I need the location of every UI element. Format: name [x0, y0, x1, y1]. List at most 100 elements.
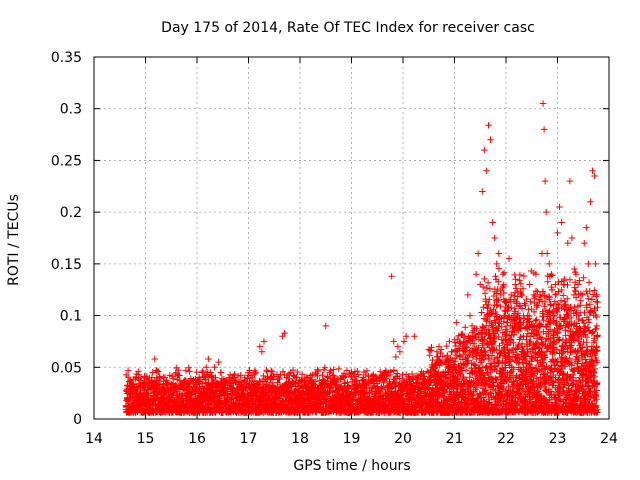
data-point: [558, 219, 565, 226]
data-point: [260, 338, 268, 345]
y-tick-label: 0.05: [51, 360, 82, 376]
data-point: [481, 146, 488, 154]
data-point: [417, 389, 424, 397]
data-point: [493, 260, 500, 268]
data-point: [266, 379, 274, 386]
data-point: [225, 374, 233, 381]
data-point: [439, 369, 447, 376]
data-point: [205, 355, 212, 363]
data-point: [390, 338, 397, 345]
data-point: [147, 395, 154, 402]
data-point: [330, 400, 338, 407]
data-point: [487, 136, 494, 143]
data-point: [386, 384, 393, 392]
grid-lines: [94, 57, 609, 419]
data-point: [244, 389, 251, 397]
data-point: [477, 281, 484, 288]
data-point: [593, 291, 600, 299]
data-point: [324, 389, 332, 397]
data-point: [283, 374, 290, 381]
data-point: [268, 389, 276, 397]
data-point: [203, 364, 210, 371]
data-point: [568, 234, 576, 242]
data-point: [188, 389, 196, 397]
data-point: [128, 384, 136, 392]
data-point: [560, 281, 567, 288]
data-point: [472, 271, 480, 278]
data-point: [421, 384, 428, 392]
data-point: [141, 400, 148, 407]
data-point: [256, 343, 264, 350]
data-point: [308, 389, 315, 397]
data-point: [229, 395, 237, 402]
data-point: [505, 255, 513, 262]
data-point: [355, 397, 362, 404]
data-point: [312, 384, 319, 392]
x-tick-label: 17: [240, 431, 258, 447]
data-point: [149, 369, 156, 376]
data-point: [273, 395, 280, 402]
x-tick-label: 21: [446, 431, 464, 447]
data-point: [398, 384, 406, 392]
data-point: [240, 400, 247, 407]
data-point: [566, 177, 574, 185]
data-point: [301, 384, 309, 392]
data-point: [376, 395, 383, 402]
data-point: [213, 379, 220, 386]
data-point: [334, 384, 342, 392]
data-point: [402, 333, 410, 340]
data-point: [483, 167, 490, 174]
data-point: [464, 291, 472, 299]
data-point: [314, 395, 321, 402]
data-point: [219, 384, 226, 392]
data-point: [316, 400, 323, 407]
data-point: [174, 399, 181, 406]
data-point: [289, 379, 296, 386]
data-point: [318, 405, 325, 412]
data-point: [339, 405, 346, 412]
data-point: [536, 291, 544, 299]
data-point: [135, 368, 142, 375]
data-point: [450, 364, 457, 371]
data-point: [196, 376, 204, 383]
y-tick-label: 0.25: [51, 153, 82, 169]
data-point: [522, 302, 529, 309]
data-point: [592, 260, 599, 268]
data-point: [444, 353, 451, 361]
data-point: [264, 386, 272, 394]
data-point: [591, 172, 598, 180]
data-point: [474, 250, 482, 257]
x-tick-labels: 14 15 16 17 18 19 20 21 22 23 24: [85, 431, 618, 447]
data-point: [429, 384, 437, 392]
data-point: [550, 312, 557, 319]
y-tick-labels: 0 0.05 0.1 0.15 0.2 0.25 0.3 0.35: [51, 50, 82, 428]
data-point: [297, 395, 305, 402]
data-point: [404, 389, 412, 397]
data-point: [446, 338, 453, 345]
data-point: [378, 384, 385, 392]
data-point: [322, 322, 329, 330]
data-point: [581, 239, 588, 247]
data-point: [587, 198, 594, 205]
x-tick-label: 23: [549, 431, 567, 447]
data-point: [458, 364, 465, 371]
data-point: [328, 395, 336, 402]
data-point: [242, 395, 249, 402]
data-point: [291, 389, 299, 397]
data-point: [250, 400, 257, 407]
data-point: [518, 291, 525, 299]
data-point: [384, 395, 391, 402]
data-point: [431, 364, 439, 371]
data-point: [217, 369, 224, 376]
data-point: [454, 369, 461, 376]
data-point: [122, 403, 130, 410]
y-tick-label: 0.2: [60, 205, 82, 221]
data-point: [407, 384, 414, 392]
data-point: [194, 389, 202, 397]
data-point: [448, 348, 455, 355]
data-point: [413, 379, 420, 386]
data-point: [236, 379, 243, 386]
data-point: [499, 271, 507, 278]
data-point: [552, 291, 559, 299]
